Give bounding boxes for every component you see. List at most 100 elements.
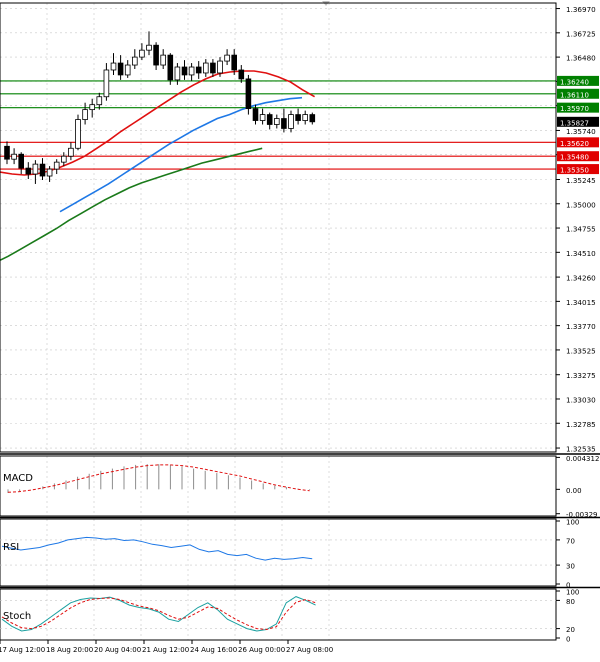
level-label: 1.35620: [560, 140, 589, 148]
candle-body: [273, 118, 280, 125]
time-tick-label: 17 Aug 12:00: [0, 646, 45, 654]
candle-body: [46, 168, 53, 177]
candle-body: [153, 44, 159, 66]
candle-body: [302, 114, 308, 121]
price-tick-label: 1.33770: [566, 322, 596, 331]
price-tick-label: 1.32785: [566, 420, 596, 429]
price-tick-label: 1.33275: [566, 371, 596, 380]
level-label-box: [557, 151, 599, 162]
level-label-box: [557, 102, 599, 113]
stoch-main-line: [1, 596, 316, 632]
candle-body: [217, 60, 223, 74]
time-tick-label: 18 Aug 20:00: [46, 646, 93, 654]
candle-body: [167, 54, 174, 81]
candle-body: [266, 114, 273, 125]
time-tick-label: 20 Aug 04:00: [94, 646, 141, 654]
price-tick-label: 1.35245: [566, 176, 596, 185]
candle-body: [96, 96, 103, 106]
candle-body: [39, 163, 46, 177]
panel-border: [0, 588, 557, 641]
price-tick-label: 1.36480: [566, 54, 596, 63]
level-label-box: [557, 75, 599, 86]
candle-body: [124, 64, 131, 76]
price-tick-label: 1.33525: [566, 346, 596, 355]
time-tick-label: 26 Aug 00:00: [238, 646, 285, 654]
macd-label: MACD: [3, 473, 33, 484]
price-tick-label: 1.36970: [566, 5, 596, 14]
candle-body: [188, 66, 195, 76]
rsi-label: RSI: [3, 542, 19, 553]
candle-body: [309, 114, 316, 123]
candle-body: [146, 44, 152, 51]
panel-border: [0, 455, 557, 517]
candle-body: [89, 104, 96, 111]
candle-body: [53, 161, 60, 170]
time-tick-label: 27 Aug 08:00: [286, 646, 333, 654]
candle-body: [210, 62, 216, 74]
candle-body: [245, 78, 252, 110]
price-tick-label: 1.35000: [566, 200, 596, 209]
candle-body: [18, 153, 24, 169]
candle-body: [295, 114, 301, 121]
stoch-tick-label: 20: [566, 626, 575, 634]
price-tick-label: 1.33030: [566, 395, 596, 404]
candle-body: [259, 114, 266, 121]
candle-body: [131, 56, 138, 66]
stoch-tick-label: 80: [566, 598, 575, 606]
stoch-tick-label: 100: [566, 589, 579, 597]
price-tick-label: 1.34755: [566, 225, 596, 234]
rsi-tick-label: 70: [566, 537, 575, 545]
rsi-tick-label: 30: [566, 563, 575, 571]
current-price-label: 1.35827: [560, 119, 589, 127]
ma-red-line: [0, 70, 315, 176]
candle-body: [117, 62, 124, 76]
level-label-box: [557, 137, 599, 148]
candle-body: [181, 66, 188, 76]
rsi-tick-label: 0: [566, 582, 570, 590]
level-label: 1.35970: [560, 105, 589, 113]
level-label-box: [557, 164, 599, 175]
rsi-line: [1, 536, 313, 561]
candle-body: [252, 108, 259, 121]
candle-body: [281, 118, 287, 129]
macd-tick-label: -0.00329: [566, 511, 597, 519]
candle-body: [224, 54, 230, 62]
macd-tick-label: 0.004312: [566, 455, 599, 463]
rsi-tick-label: 100: [566, 519, 579, 527]
ma-blue-line: [59, 96, 303, 213]
price-tick-label: 1.34510: [566, 249, 596, 258]
price-tick-label: 1.32535: [566, 445, 596, 454]
macd-tick-label: 0.00: [566, 487, 582, 495]
candle-body: [139, 49, 145, 58]
candle-body: [61, 155, 67, 163]
price-tick-label: 1.34260: [566, 274, 596, 283]
candle-body: [82, 109, 88, 120]
candle-body: [160, 54, 167, 66]
candle-body: [103, 69, 110, 98]
panel-border: [0, 2, 557, 453]
panel-border: [0, 518, 557, 587]
level-label: 1.35480: [560, 154, 589, 162]
candle-body: [68, 147, 74, 157]
candle-body: [288, 114, 294, 129]
stoch-signal-line: [1, 597, 316, 631]
current-price-box: [557, 116, 599, 127]
level-label-box: [557, 88, 599, 99]
time-tick-label: 21 Aug 12:00: [142, 646, 189, 654]
price-tick-label: 1.35740: [566, 127, 596, 136]
price-tick-label: 1.36725: [566, 29, 596, 38]
price-tick-label: 1.34015: [566, 298, 596, 307]
candle-body: [11, 153, 17, 160]
level-label: 1.36110: [560, 91, 589, 99]
candle-body: [195, 66, 202, 74]
stoch-tick-label: 0: [566, 636, 570, 644]
candle-body: [238, 69, 245, 80]
candle-body: [32, 163, 39, 175]
candle-body: [202, 62, 209, 74]
candle-body: [25, 167, 32, 175]
time-tick-label: 24 Aug 16:00: [190, 646, 237, 654]
candle-body: [231, 54, 238, 71]
